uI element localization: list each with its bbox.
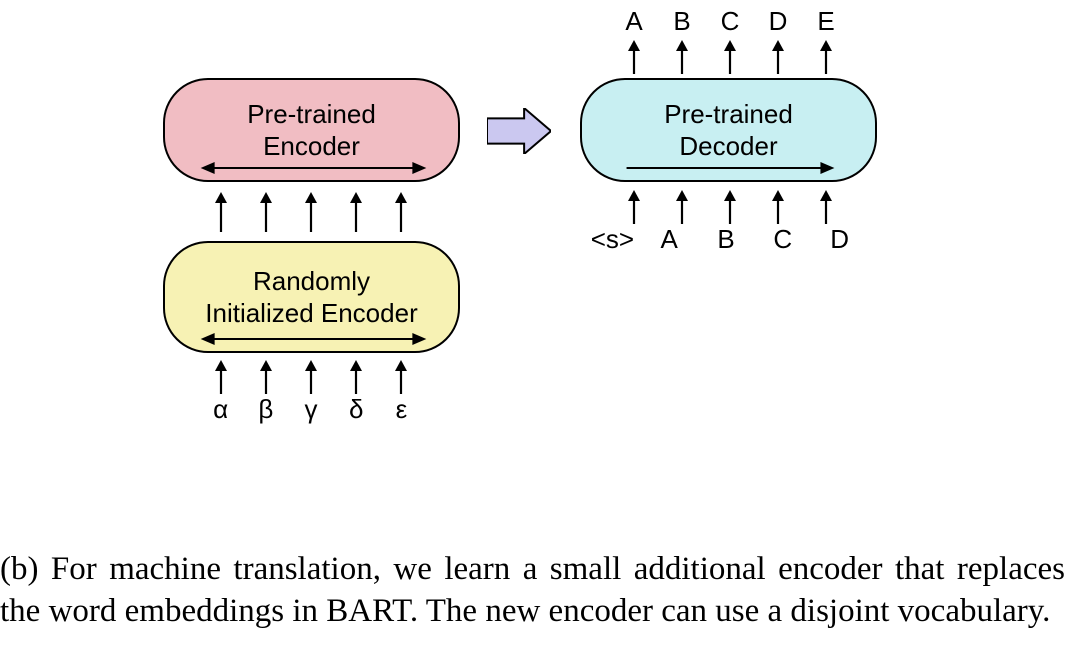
random-encoder-label-2: Initialized Encoder: [205, 297, 417, 330]
decoder-output-tokens: ABCDE: [610, 6, 850, 37]
encoder-input-arrows: [198, 360, 424, 394]
up-arrow-icon: [379, 192, 424, 232]
encoder-input-tokens: αβγδε: [198, 394, 424, 425]
up-arrow-icon: [754, 190, 802, 224]
caption-prefix: (b): [0, 551, 38, 587]
decoder-input-tokens: <s>ABCD: [584, 224, 868, 255]
pretrained-decoder-label-2: Decoder: [679, 130, 777, 163]
up-arrow-icon: [754, 40, 802, 74]
token: γ: [288, 394, 333, 425]
token: ε: [379, 394, 424, 425]
token: B: [658, 6, 706, 37]
up-arrow-icon: [658, 40, 706, 74]
up-arrow-icon: [658, 190, 706, 224]
up-arrow-icon: [198, 360, 243, 394]
up-arrow-icon: [288, 192, 333, 232]
up-arrow-icon: [288, 360, 333, 394]
pretrained-encoder-block: Pre-trained Encoder: [163, 78, 460, 182]
random-encoder-label-1: Randomly: [253, 265, 370, 298]
up-arrow-icon: [610, 190, 658, 224]
random-encoder-block: Randomly Initialized Encoder: [163, 241, 460, 353]
token: A: [610, 6, 658, 37]
token: D: [811, 224, 868, 255]
connector-arrow-icon: [487, 108, 551, 154]
up-arrow-icon: [243, 360, 288, 394]
up-arrow-icon: [706, 190, 754, 224]
up-arrow-icon: [243, 192, 288, 232]
up-arrow-icon: [379, 360, 424, 394]
token: β: [243, 394, 288, 425]
diagram-area: Pre-trained Encoder Randomly Initialized…: [0, 0, 1071, 450]
pretrained-encoder-label-1: Pre-trained: [247, 98, 376, 131]
decoder-input-arrows: [610, 190, 850, 224]
pretrained-decoder-label-1: Pre-trained: [664, 98, 793, 131]
token: C: [754, 224, 811, 255]
up-arrow-icon: [706, 40, 754, 74]
token: B: [698, 224, 755, 255]
token: E: [802, 6, 850, 37]
pretrained-encoder-label-2: Encoder: [263, 130, 360, 163]
up-arrow-icon: [610, 40, 658, 74]
between-encoder-arrows: [198, 192, 424, 232]
caption-text: For machine translation, we learn a smal…: [0, 551, 1065, 629]
up-arrow-icon: [802, 40, 850, 74]
up-arrow-icon: [334, 360, 379, 394]
up-arrow-icon: [334, 192, 379, 232]
token: C: [706, 6, 754, 37]
decoder-output-arrows: [610, 40, 850, 74]
figure-caption: (b) For machine translation, we learn a …: [0, 548, 1071, 632]
token: α: [198, 394, 243, 425]
token: A: [641, 224, 698, 255]
token: D: [754, 6, 802, 37]
token: <s>: [584, 224, 641, 255]
up-arrow-icon: [802, 190, 850, 224]
token: δ: [334, 394, 379, 425]
pretrained-decoder-block: Pre-trained Decoder: [580, 78, 877, 182]
up-arrow-icon: [198, 192, 243, 232]
